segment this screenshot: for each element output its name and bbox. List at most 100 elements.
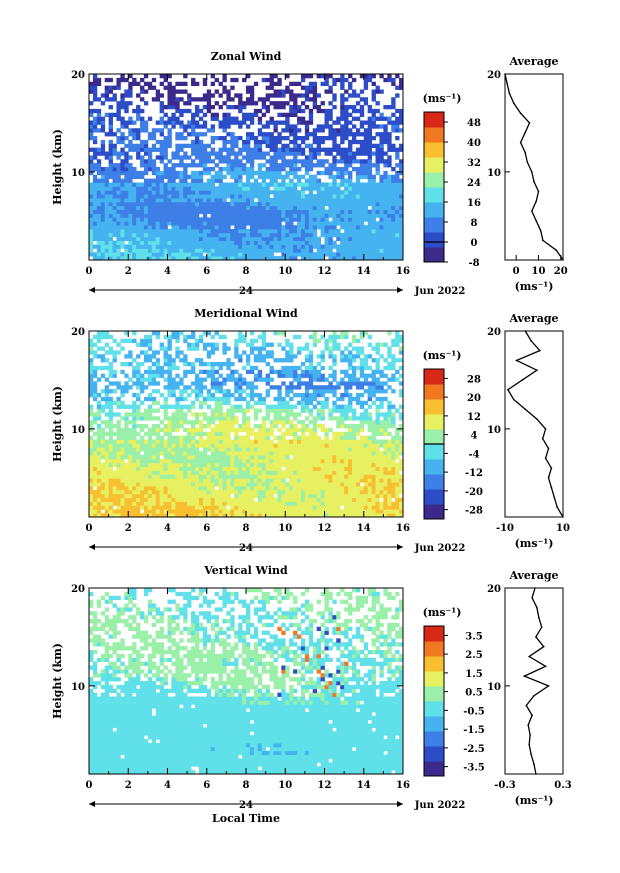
heatmap-cell — [92, 194, 98, 199]
heatmap-cell — [363, 190, 369, 195]
heatmap-cell — [363, 136, 369, 141]
heatmap-cell — [257, 139, 263, 145]
heatmap-cell — [371, 489, 376, 495]
heatmap-cell — [163, 74, 168, 79]
heatmap-cell — [100, 209, 106, 214]
heatmap-cell — [395, 501, 400, 506]
heatmap-cell — [332, 451, 337, 456]
heatmap-cell — [112, 509, 117, 514]
heatmap-cell — [143, 256, 149, 261]
heatmap-cell — [336, 159, 341, 164]
heatmap-cell — [198, 474, 204, 479]
heatmap-cell — [124, 431, 129, 437]
heatmap-cell — [246, 101, 251, 106]
heatmap-cell — [391, 190, 396, 195]
heatmap-cell — [293, 143, 298, 149]
heatmap-cell — [379, 112, 384, 118]
heatmap-cell — [363, 194, 369, 199]
heatmap-cell — [202, 462, 208, 468]
heatmap-cell — [257, 190, 263, 195]
heatmap-cell — [351, 493, 357, 499]
heatmap-cell — [316, 147, 321, 152]
heatmap-cell — [285, 431, 290, 437]
heatmap-cell — [253, 205, 259, 211]
heatmap-cell — [257, 155, 263, 160]
heatmap-cell — [218, 221, 223, 226]
heatmap-cell — [249, 221, 255, 226]
heatmap-cell — [92, 232, 98, 238]
heatmap-cell — [187, 466, 192, 471]
heatmap-cell — [273, 229, 278, 234]
heatmap-cell — [285, 186, 290, 191]
heatmap-cell — [191, 240, 196, 245]
heatmap-cell — [143, 478, 149, 483]
heatmap-cell — [300, 221, 306, 226]
heatmap-cell — [234, 248, 239, 253]
heatmap-cell — [226, 501, 231, 506]
heatmap-cell — [348, 147, 353, 152]
heatmap-cell — [136, 112, 141, 118]
heatmap-cell — [222, 217, 227, 222]
heatmap-cell — [312, 240, 318, 245]
heatmap-cell — [320, 108, 325, 114]
heatmap-cell — [155, 167, 161, 172]
heatmap-cell — [265, 513, 270, 518]
heatmap-cell — [379, 225, 384, 230]
heatmap-cell — [324, 232, 329, 238]
heatmap-cell — [367, 147, 373, 152]
heatmap-cell — [246, 466, 251, 471]
colorbar-tick-label: 0 — [471, 238, 478, 249]
heatmap-cell — [124, 420, 129, 425]
heatmap-cell — [140, 217, 145, 222]
heatmap-cell — [371, 462, 376, 468]
heatmap-cell — [104, 236, 110, 242]
heatmap-cell — [320, 170, 325, 176]
heatmap-cell — [293, 147, 298, 152]
heatmap-cell — [355, 256, 361, 261]
heatmap-cell — [206, 466, 212, 471]
heatmap-cell — [375, 167, 380, 172]
heatmap-cell — [187, 427, 192, 433]
heatmap-cell — [206, 458, 212, 464]
heatmap-cell — [92, 116, 98, 121]
heatmap-cell — [143, 213, 149, 218]
heatmap-cell — [230, 505, 235, 510]
heatmap-cell — [348, 474, 353, 479]
heatmap-cell — [214, 174, 219, 180]
heatmap-cell — [300, 201, 306, 207]
heatmap-cell — [277, 470, 282, 475]
heatmap-cell — [249, 163, 255, 168]
heatmap-cell — [191, 229, 196, 234]
heatmap-cell — [261, 217, 267, 222]
heatmap-cell — [175, 240, 180, 245]
heatmap-cell — [332, 201, 337, 207]
heatmap-cell — [175, 244, 180, 249]
heatmap-cell — [151, 501, 157, 506]
heatmap-cell — [324, 108, 329, 114]
heatmap-cell — [273, 458, 278, 464]
heatmap-cell — [285, 493, 290, 499]
heatmap-cell — [242, 101, 247, 106]
heatmap-cell — [328, 482, 333, 487]
heatmap-cell — [191, 439, 196, 444]
heatmap-cell — [344, 435, 349, 440]
heatmap-cell — [355, 451, 361, 456]
heatmap-cell — [344, 416, 349, 421]
heatmap-cell — [344, 248, 349, 253]
heatmap-cell — [214, 213, 219, 218]
heatmap-cell — [277, 240, 282, 245]
heatmap-cell — [89, 205, 94, 211]
heatmap-cell — [399, 435, 404, 440]
heatmap-cell — [277, 229, 282, 234]
heatmap-cell — [375, 213, 380, 218]
heatmap-cell — [210, 466, 216, 471]
heatmap-cell — [206, 105, 212, 110]
heatmap-cell — [96, 108, 102, 114]
heatmap-cell — [238, 482, 243, 487]
heatmap-cell — [312, 505, 318, 510]
heatmap-cell — [104, 93, 110, 98]
heatmap-cell — [359, 201, 365, 207]
heatmap-cell — [218, 431, 223, 437]
heatmap-cell — [367, 248, 373, 253]
heatmap-cell — [214, 455, 219, 460]
